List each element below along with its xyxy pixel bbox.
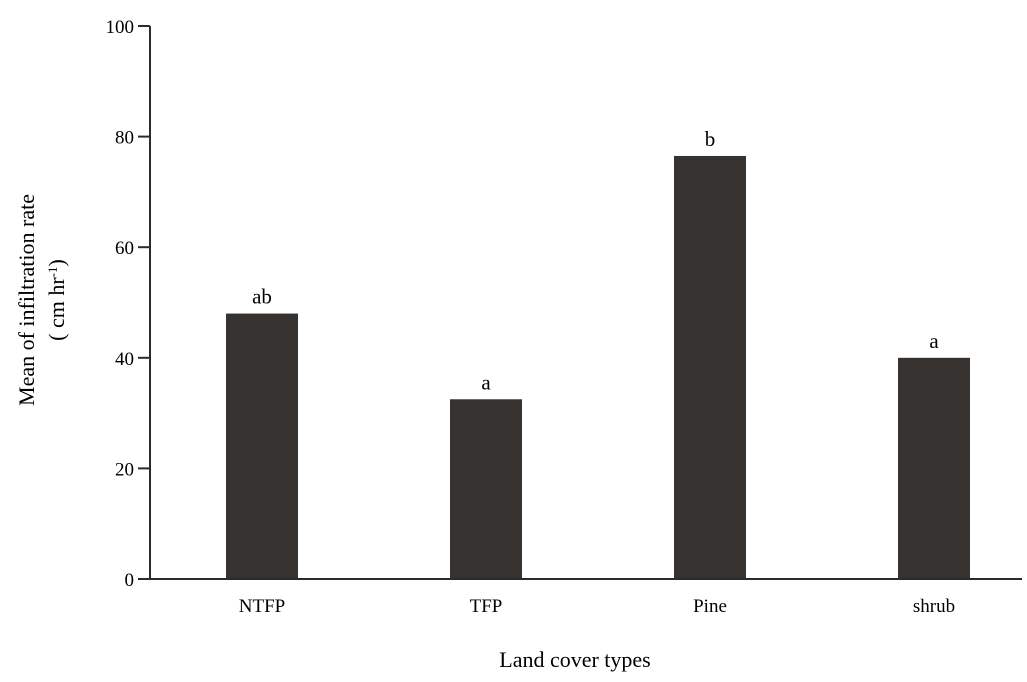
bar-data-label: a [481,370,491,394]
y-axis-ticks: 0 20 40 60 80 100 [106,17,150,591]
y-axis-unit-suffix: ) [44,259,69,266]
bar [898,357,970,579]
bar [674,155,746,579]
x-category-label: Pine [693,596,727,617]
bar-data-label: ab [252,285,272,309]
x-category-label: shrub [913,596,955,617]
y-axis-unit-superscript: -1 [45,266,60,277]
bar [226,313,298,579]
x-axis-title: Land cover types [499,647,651,672]
y-tick-label: 80 [115,128,134,149]
y-tick-label: 40 [115,349,134,370]
bar [450,399,522,579]
y-axis-title-line1: Mean of infiltration rate [14,194,39,406]
y-axis-title-line2: ( cm hr-1) [44,259,69,341]
y-tick-label: 20 [115,459,134,480]
x-category-label: NTFP [239,596,285,617]
y-tick-label: 60 [115,238,134,259]
x-category-label: TFP [470,596,503,617]
y-axis-title: Mean of infiltration rate ( cm hr-1) [14,194,69,406]
x-axis-category-labels: NTFP TFP Pine shrub [239,596,955,617]
y-axis-unit-prefix: ( cm hr [44,277,69,341]
bar-data-label: a [929,329,939,353]
y-tick-label: 100 [106,17,135,38]
y-tick-label: 0 [125,570,135,591]
bar-data-label: b [705,127,716,151]
bars [226,155,970,579]
